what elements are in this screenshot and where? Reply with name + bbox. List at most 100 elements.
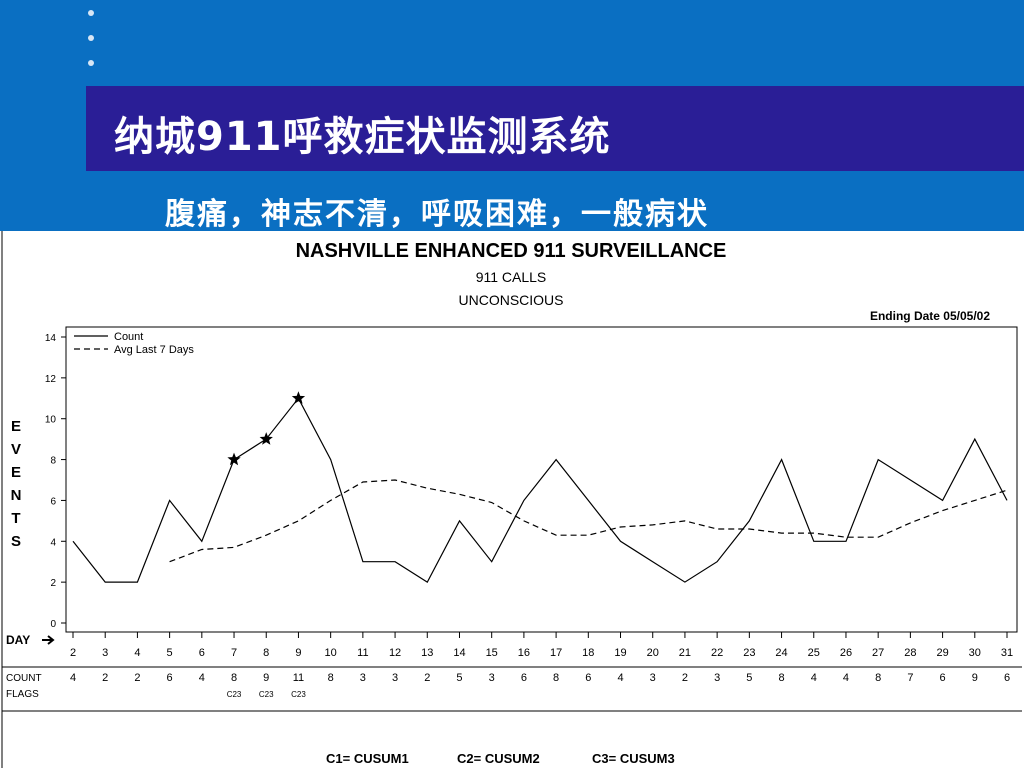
table-flag-cell: C23 [259,690,274,699]
x-tick-label: 8 [263,647,269,659]
chart-subtitle-2: UNCONSCIOUS [458,292,563,308]
bullet-dots [88,10,94,85]
x-tick-label: 28 [904,647,916,659]
table-flags-label: FLAGS [6,689,39,700]
table-count-cell: 8 [778,672,784,684]
x-tick-label: 25 [808,647,820,659]
table-count-cell: 4 [617,672,623,684]
table-count-cell: 8 [231,672,237,684]
x-tick-label: 11 [357,647,368,659]
table-count-cell: 2 [134,672,140,684]
chart-title: NASHVILLE ENHANCED 911 SURVEILLANCE [296,240,727,262]
y-tick-label: 14 [45,333,57,344]
x-tick-label: 19 [614,647,626,659]
legend-avg-label: Avg Last 7 Days [114,344,194,356]
y-tick-label: 0 [50,619,56,630]
table-count-cell: 4 [843,672,849,684]
y-axis-label-letter: E [11,418,21,435]
legend-count-label: Count [114,331,143,343]
table-count-cell: 2 [424,672,430,684]
series-count-line [72,397,1008,583]
flag-star-marker [291,391,306,404]
table-count-cell: 5 [456,672,462,684]
ending-date: Ending Date 05/05/02 [870,309,990,323]
table-count-cell: 6 [585,672,591,684]
table-flag-cell: C23 [227,690,242,699]
x-tick-label: 27 [872,647,884,659]
slide-title: 纳城911呼救症状监测系统 [114,114,611,160]
y-tick-label: 2 [50,578,56,589]
x-tick-label: 22 [711,647,723,659]
x-tick-label: 5 [167,647,173,659]
y-axis-label-letter: N [11,487,22,504]
y-axis-label-letter: S [11,533,21,550]
x-tick-label: 21 [679,647,691,659]
table-count-cell: 8 [553,672,559,684]
table-count-cell: 3 [650,672,656,684]
table-count-cell: 6 [167,672,173,684]
chart-svg: NASHVILLE ENHANCED 911 SURVEILLANCE 911 … [1,231,1022,768]
table-count-cell: 9 [972,672,978,684]
y-tick-label: 10 [45,415,57,426]
x-tick-label: 12 [389,647,401,659]
table-count-cell: 5 [746,672,752,684]
table-count-cell: 4 [70,672,76,684]
y-axis-label-letter: T [11,510,20,527]
x-tick-label: 3 [102,647,108,659]
x-tick-label: 17 [550,647,562,659]
table-count-cell: 8 [328,672,334,684]
flag-star-marker [259,432,273,445]
x-tick-label: 31 [1001,647,1013,659]
table-count-cell: 3 [714,672,720,684]
x-tick-label: 23 [743,647,755,659]
y-tick-label: 12 [45,374,57,385]
x-tick-label: 6 [199,647,205,659]
x-tick-label: 13 [421,647,433,659]
plot-frame [65,326,1018,633]
y-axis-label-letter: V [11,441,21,458]
x-tick-label: 24 [775,647,787,659]
chart-subtitle-1: 911 CALLS [476,269,547,285]
table-count-cell: 4 [199,672,205,684]
x-tick-label: 20 [647,647,659,659]
x-tick-label: 29 [936,647,948,659]
x-tick-label: 4 [134,647,140,659]
x-tick-label: 7 [231,647,237,659]
table-count-cell: 9 [263,672,269,684]
table-count-cell: 11 [293,672,304,684]
y-axis-label-letter: E [11,464,21,481]
bullet-dot [88,10,94,16]
bullet-dot [88,35,94,41]
x-tick-label: 18 [582,647,594,659]
flag-star-marker [227,452,241,466]
table-count-cell: 8 [875,672,881,684]
x-tick-label: 10 [325,647,337,659]
chart-panel: NASHVILLE ENHANCED 911 SURVEILLANCE 911 … [0,231,1024,768]
footnote-c2: C2= CUSUM2 [457,751,540,766]
table-count-cell: 3 [489,672,495,684]
table-count-cell: 7 [907,672,913,684]
x-axis-label: DAY [6,633,30,647]
x-tick-label: 14 [453,647,465,659]
table-count-cell: 6 [940,672,946,684]
table-count-cell: 6 [1004,672,1010,684]
table-count-label: COUNT [6,673,42,684]
y-tick-label: 8 [50,456,56,467]
x-tick-label: 9 [295,647,301,659]
x-tick-label: 30 [969,647,981,659]
table-count-cell: 4 [811,672,817,684]
x-tick-label: 2 [70,647,76,659]
x-tick-label: 15 [486,647,498,659]
table-count-cell: 2 [102,672,108,684]
table-flag-cell: C23 [291,690,306,699]
slide-subtitle: 腹痛，神志不清，呼吸困难，一般病状 [165,197,709,232]
table-count-cell: 3 [360,672,366,684]
y-tick-label: 6 [50,496,56,507]
x-tick-label: 16 [518,647,530,659]
x-axis-arrow [42,635,55,645]
table-count-cell: 2 [682,672,688,684]
footnote-c3: C3= CUSUM3 [592,751,675,766]
footnote-c1: C1= CUSUM1 [326,751,409,766]
y-tick-label: 4 [50,537,56,548]
